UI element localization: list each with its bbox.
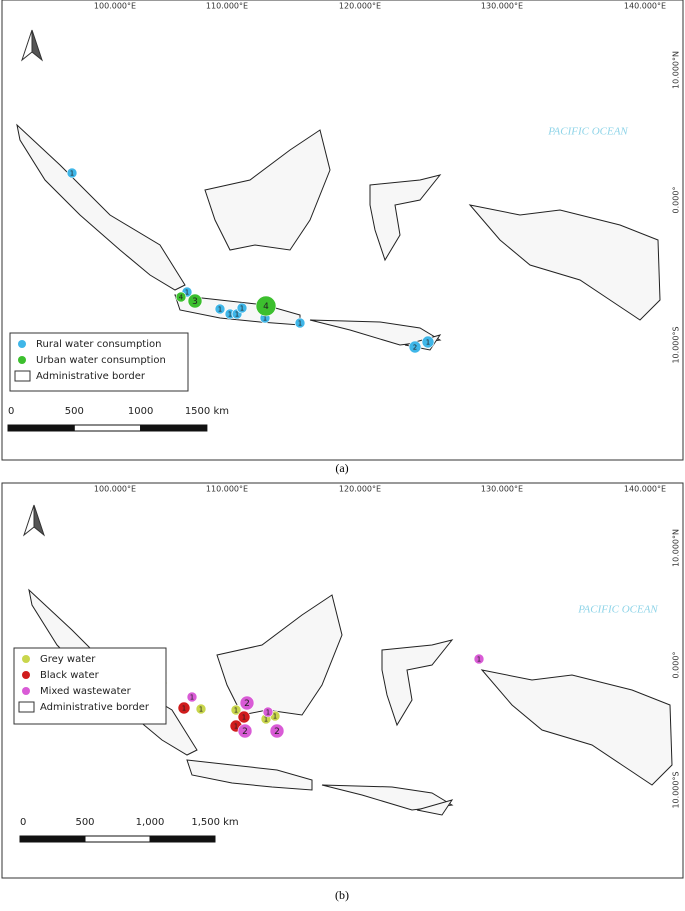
site-count: 2 [244, 699, 250, 709]
longitude-label: 100.000°E [94, 2, 136, 11]
site-count: 1 [190, 694, 194, 702]
legend-symbol [22, 655, 30, 663]
latitude-label: 0.000° [672, 652, 681, 679]
legend-label: Mixed wastewater [40, 686, 132, 697]
legend-label: Rural water consumption [36, 339, 161, 350]
site-count: 1 [234, 707, 238, 715]
site-count: 1 [298, 320, 302, 328]
legend-symbol [22, 687, 30, 695]
site-count: 1 [199, 706, 203, 714]
scale-label: 0 [8, 406, 14, 417]
longitude-label: 140.000°E [624, 485, 666, 494]
longitude-label: 130.000°E [481, 2, 523, 11]
legend-symbol [18, 701, 35, 713]
site-marker [239, 695, 255, 711]
site-marker [66, 167, 78, 179]
site-marker [195, 703, 207, 715]
site-count: 1 [264, 716, 268, 724]
scale-segment [7, 424, 75, 432]
site-count: 1 [182, 705, 186, 713]
figure-caption: (a) [335, 461, 348, 475]
longitude-label: 100.000°E [94, 485, 136, 494]
site-count: 3 [192, 297, 198, 307]
site-marker [237, 710, 251, 724]
site-marker [177, 701, 191, 715]
scale-label: 1500 km [185, 406, 229, 417]
site-count: 1 [273, 713, 277, 721]
site-marker [214, 303, 226, 315]
site-count: 2 [274, 727, 280, 737]
legend-symbol [22, 671, 30, 679]
latitude-label: 0.000° [672, 187, 681, 214]
longitude-label: 140.000°E [624, 2, 666, 11]
legend-symbol [14, 370, 31, 382]
latitude-label: 10.000°N [672, 529, 681, 567]
scale-segment [84, 835, 151, 843]
site-marker [236, 302, 248, 314]
site-count: 1 [235, 311, 239, 319]
figure-caption: (b) [335, 888, 349, 902]
scale-segment [140, 424, 208, 432]
site-marker [421, 335, 435, 349]
site-count: 1 [185, 289, 189, 297]
latitude-label: 10.000°S [672, 771, 681, 808]
legend-symbol [18, 356, 26, 364]
site-count: 2 [242, 727, 248, 737]
longitude-label: 110.000°E [206, 485, 248, 494]
longitude-label: 110.000°E [206, 2, 248, 11]
site-marker [230, 704, 242, 716]
legend-label: Urban water consumption [36, 355, 166, 366]
site-count: 1 [266, 709, 270, 717]
site-marker [294, 317, 306, 329]
ocean-label: PACIFIC OCEAN [547, 126, 628, 138]
site-marker [237, 723, 253, 739]
legend-label: Administrative border [40, 702, 150, 713]
scale-label: 1,500 km [191, 817, 238, 828]
site-count: 1 [477, 656, 481, 664]
scale-segment [19, 835, 86, 843]
site-count: 4 [263, 302, 269, 312]
scale-label: 500 [65, 406, 84, 417]
site-count: 1 [70, 170, 74, 178]
site-count: 2 [413, 344, 417, 352]
site-marker [175, 291, 187, 303]
scale-label: 1,000 [136, 817, 165, 828]
scale-label: 500 [75, 817, 94, 828]
site-count: 1 [240, 305, 244, 313]
legend-box [9, 332, 189, 392]
site-marker [269, 723, 285, 739]
scale-segment [73, 424, 142, 432]
scale-label: 0 [20, 817, 26, 828]
site-count: 1 [242, 714, 246, 722]
latitude-label: 10.000°N [672, 51, 681, 89]
legend-label: Black water [40, 670, 100, 681]
site-marker [262, 706, 274, 718]
site-count: 1 [234, 723, 238, 731]
legend-label: Administrative border [36, 371, 146, 382]
ocean-label: PACIFIC OCEAN [577, 604, 658, 616]
site-count: 1 [218, 306, 222, 314]
site-count: 1 [228, 311, 232, 319]
scale-segment [149, 835, 216, 843]
longitude-label: 130.000°E [481, 485, 523, 494]
legend-symbol [18, 340, 26, 348]
site-count: 1 [263, 315, 267, 323]
site-marker [186, 691, 198, 703]
legend-label: Grey water [40, 654, 96, 665]
site-marker [473, 653, 485, 665]
longitude-label: 120.000°E [339, 2, 381, 11]
site-count: 1 [426, 339, 430, 347]
site-marker [408, 340, 422, 354]
longitude-label: 120.000°E [339, 485, 381, 494]
latitude-label: 10.000°S [672, 326, 681, 363]
site-marker [187, 293, 203, 309]
site-marker [255, 295, 277, 317]
site-count: 4 [179, 294, 184, 302]
legend-box [13, 647, 167, 725]
scale-label: 1000 [128, 406, 153, 417]
